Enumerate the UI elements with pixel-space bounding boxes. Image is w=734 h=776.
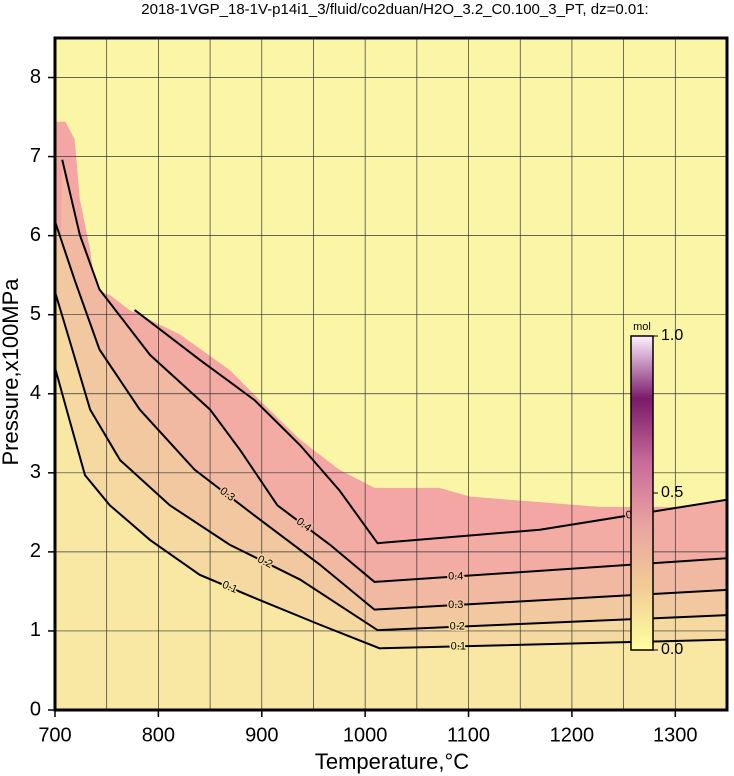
x-tick-label: 1300 bbox=[653, 724, 698, 746]
colorbar-tick-label: 0.0 bbox=[661, 641, 683, 658]
chart-title: 2018-1VGP_18-1V-p14i1_3/fluid/co2duan/H2… bbox=[141, 1, 648, 18]
colorbar-tick-label: 0.5 bbox=[661, 484, 683, 501]
y-tick-label: 4 bbox=[30, 382, 41, 404]
contour-label: 0.1 bbox=[451, 640, 466, 652]
colorbar-label: mol bbox=[633, 321, 651, 333]
contour-band bbox=[55, 367, 727, 710]
y-tick-label: 8 bbox=[30, 66, 41, 88]
x-tick-label: 1100 bbox=[447, 724, 490, 746]
x-tick-label: 1000 bbox=[343, 724, 388, 746]
contour-line bbox=[55, 291, 727, 632]
x-tick-label: 1200 bbox=[550, 724, 595, 746]
overlay: 700 800 900 1000 1100 1200 1300 0 1 2 3 4 5 6 7 8 mol 0.0… bbox=[30, 36, 729, 746]
y-tick-label: 6 bbox=[30, 224, 41, 246]
plot-frame bbox=[53, 36, 729, 712]
contour-label: 0.4 bbox=[448, 570, 463, 582]
y-tick-label: 2 bbox=[30, 540, 41, 562]
plot-area: 0.10.10.20.20.30.30.40.40.5 bbox=[55, 38, 727, 710]
contour-label: 0.3 bbox=[448, 599, 463, 611]
contour-line bbox=[61, 159, 727, 583]
y-tick-label: 0 bbox=[30, 698, 41, 720]
x-tick-label: 700 bbox=[38, 724, 71, 746]
contour-line bbox=[55, 367, 727, 650]
y-tick-label: 1 bbox=[30, 619, 41, 641]
y-tick-label: 3 bbox=[30, 461, 41, 483]
y-axis-label: Pressure,x100MPa bbox=[0, 278, 23, 466]
x-tick-label: 800 bbox=[142, 724, 175, 746]
y-tick-label: 5 bbox=[30, 303, 41, 325]
y-tick-label: 7 bbox=[30, 145, 41, 167]
x-tick-label: 900 bbox=[245, 724, 278, 746]
x-axis-label: Temperature,°C bbox=[315, 749, 469, 774]
colorbar bbox=[630, 335, 654, 651]
contour-label: 0.2 bbox=[450, 621, 465, 633]
contour-line bbox=[55, 221, 727, 611]
contour-line bbox=[133, 309, 727, 545]
colorbar-tick-label: 1.0 bbox=[661, 327, 683, 344]
